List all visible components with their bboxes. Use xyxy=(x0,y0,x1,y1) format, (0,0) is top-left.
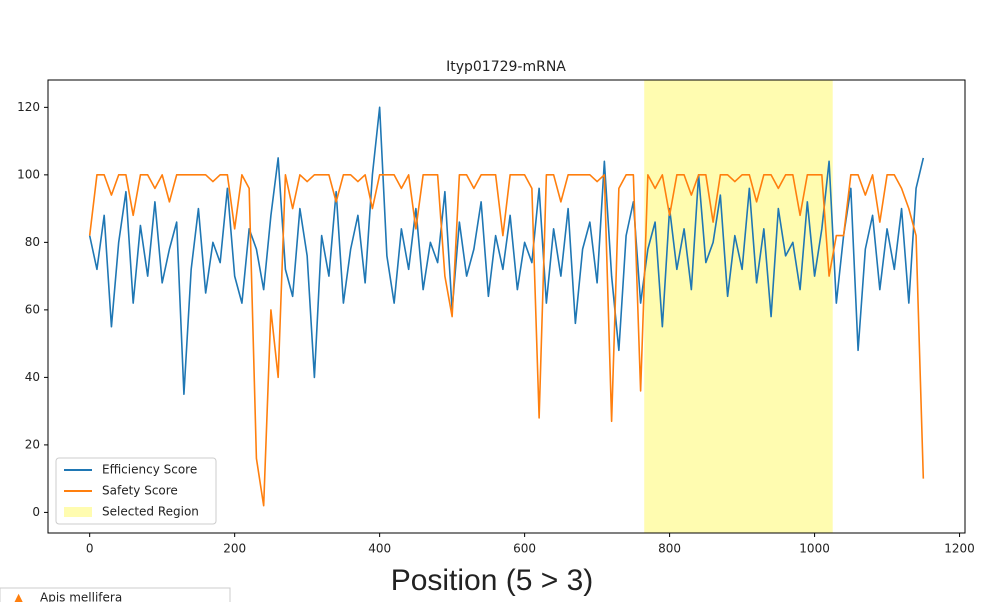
x-tick-label: 1000 xyxy=(799,542,830,556)
sidebar-marker: ▲ xyxy=(14,591,24,602)
sidebar-box xyxy=(0,587,231,602)
series-line xyxy=(88,106,925,396)
x-tick-label: 1200 xyxy=(944,542,975,556)
x-tick-label: 400 xyxy=(368,542,391,556)
legend-label: Safety Score xyxy=(102,484,178,498)
y-tick-label: 60 xyxy=(25,302,40,316)
sidebar-label: Apis mellifera xyxy=(40,591,122,602)
y-tick-label: 0 xyxy=(32,505,40,519)
legend-box xyxy=(55,457,217,525)
plot-frame xyxy=(47,79,966,534)
x-tick-label: 200 xyxy=(223,542,246,556)
y-tick-label: 20 xyxy=(25,437,40,451)
x-tick-label: 0 xyxy=(86,542,94,556)
legend-label: Efficiency Score xyxy=(102,463,197,477)
x-tick-label: 800 xyxy=(658,542,681,556)
y-tick-label: 120 xyxy=(17,100,40,114)
series-line xyxy=(88,174,925,507)
legend-label: Selected Region xyxy=(102,505,199,519)
legend-swatch xyxy=(64,507,92,517)
chart-title: Ityp01729-mRNA xyxy=(446,59,566,75)
y-tick-label: 40 xyxy=(25,370,40,384)
y-tick-label: 100 xyxy=(17,167,40,181)
y-tick-label: 80 xyxy=(25,235,40,249)
selected-region xyxy=(644,80,833,533)
x-axis-label: Position (5 > 3) xyxy=(391,564,594,597)
x-tick-label: 600 xyxy=(513,542,536,556)
